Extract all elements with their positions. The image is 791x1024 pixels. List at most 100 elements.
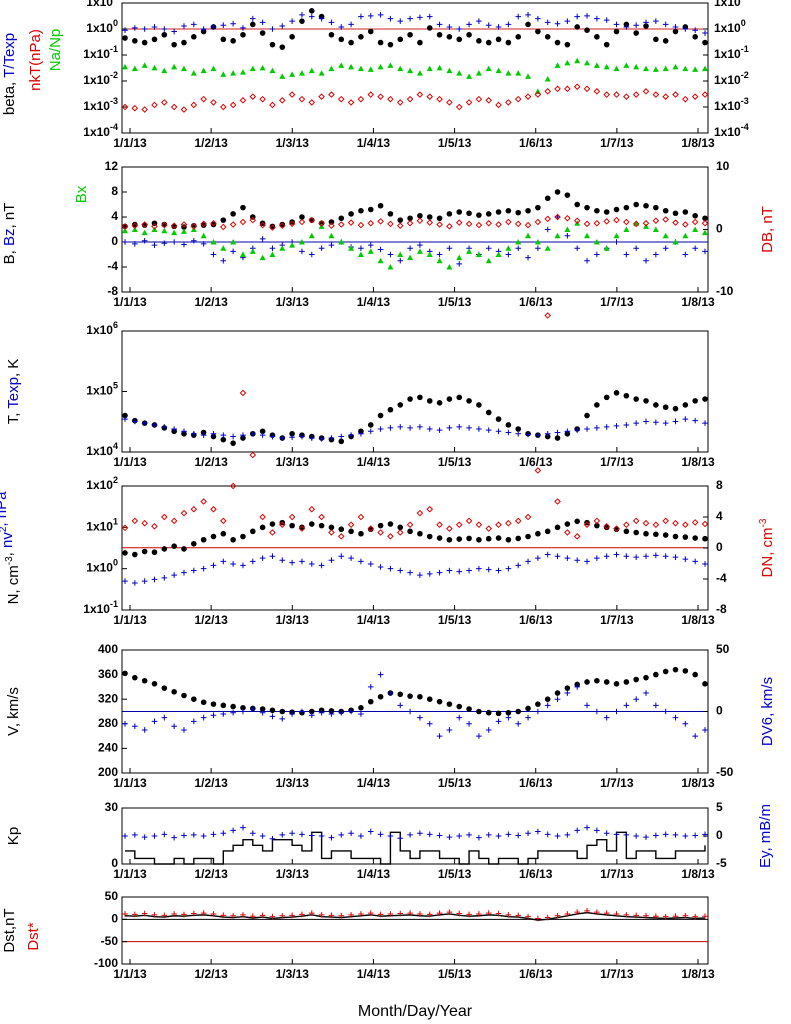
y-tick-label: 280: [98, 716, 118, 730]
data-point: [662, 913, 669, 920]
data-point: [593, 517, 601, 525]
data-point: [328, 65, 335, 72]
y-tick-label: 0: [111, 856, 118, 870]
data-point: [358, 711, 364, 717]
y-tick-label: -8: [107, 284, 118, 298]
data-point: [653, 419, 659, 426]
data-point: [436, 521, 443, 529]
data-point: [161, 221, 168, 229]
data-point: [387, 833, 394, 839]
data-point: [240, 824, 246, 831]
data-point: [407, 245, 413, 252]
data-point: [652, 217, 660, 225]
data-point: [348, 528, 354, 535]
data-point: [259, 709, 266, 716]
x-tick-label: 1/1/13: [113, 295, 147, 309]
data-point: [436, 832, 443, 839]
data-point: [181, 569, 187, 576]
data-point: [436, 21, 443, 28]
data-point: [397, 36, 404, 43]
data-point: [514, 220, 522, 228]
data-point: [377, 93, 384, 100]
data-point: [358, 207, 364, 214]
data-point: [475, 70, 482, 76]
data-point: [141, 39, 148, 46]
data-point: [132, 221, 138, 228]
data-point: [210, 533, 217, 540]
data-point: [259, 555, 266, 561]
data-point: [259, 95, 266, 103]
data-point: [259, 428, 266, 435]
data-point: [367, 206, 374, 213]
data-point: [652, 91, 660, 98]
data-point: [279, 708, 286, 715]
data-point: [495, 36, 502, 43]
data-point: [672, 519, 679, 527]
x-axis-label: Month/Day/Year: [358, 1003, 473, 1020]
data-point: [446, 727, 453, 733]
data-point: [535, 828, 541, 835]
data-point: [141, 834, 148, 840]
data-point: [200, 714, 207, 721]
data-point: [682, 251, 689, 258]
data-point: [505, 245, 512, 251]
data-point: [426, 251, 433, 257]
data-point: [161, 831, 168, 838]
data-point: [289, 711, 295, 717]
y-tick-label: 30: [105, 800, 119, 814]
data-point: [426, 911, 433, 918]
data-point: [554, 553, 561, 560]
data-point: [682, 402, 689, 408]
data-point: [141, 62, 148, 68]
data-point: [259, 833, 266, 839]
data-point: [387, 533, 394, 540]
data-point: [672, 24, 679, 30]
data-point: [701, 219, 709, 227]
data-point: [426, 93, 434, 100]
data-point: [456, 833, 463, 839]
data-point: [564, 555, 571, 561]
data-point: [367, 242, 374, 248]
x-tick-label: 1/4/13: [357, 613, 391, 627]
data-point: [407, 15, 413, 22]
data-point: [702, 396, 708, 402]
y2-tick-label: 4: [716, 509, 723, 523]
data-point: [662, 517, 669, 525]
data-point: [662, 553, 669, 560]
data-point: [249, 216, 257, 224]
data-point: [357, 65, 364, 72]
data-point: [446, 536, 453, 543]
data-point: [584, 426, 590, 432]
data-point: [515, 562, 522, 569]
data-point: [171, 28, 177, 35]
data-point: [702, 248, 708, 255]
data-point: [200, 26, 207, 32]
data-point: [505, 207, 512, 214]
data-point: [466, 31, 472, 38]
data-point: [495, 521, 502, 529]
data-point: [396, 99, 404, 106]
data-point: [643, 257, 649, 264]
data-point: [593, 219, 601, 227]
data-point: [348, 830, 354, 836]
data-point: [299, 708, 305, 715]
data-point: [298, 218, 306, 226]
data-point: [476, 708, 482, 715]
data-point: [613, 21, 620, 28]
data-point: [181, 692, 187, 699]
data-point: [692, 245, 698, 252]
x-tick-label: 1/8/13: [681, 967, 715, 981]
data-point: [495, 718, 502, 725]
series-1: [122, 551, 708, 586]
data-point: [161, 575, 168, 581]
data-point: [632, 91, 640, 98]
data-point: [219, 517, 227, 525]
data-point: [613, 216, 620, 224]
data-point: [210, 99, 217, 106]
data-point: [407, 31, 413, 38]
data-point: [298, 239, 305, 245]
data-point: [357, 251, 364, 257]
y-axis-label: N, cm-3, nv2, nPa: [0, 491, 22, 605]
data-point: [289, 522, 295, 529]
